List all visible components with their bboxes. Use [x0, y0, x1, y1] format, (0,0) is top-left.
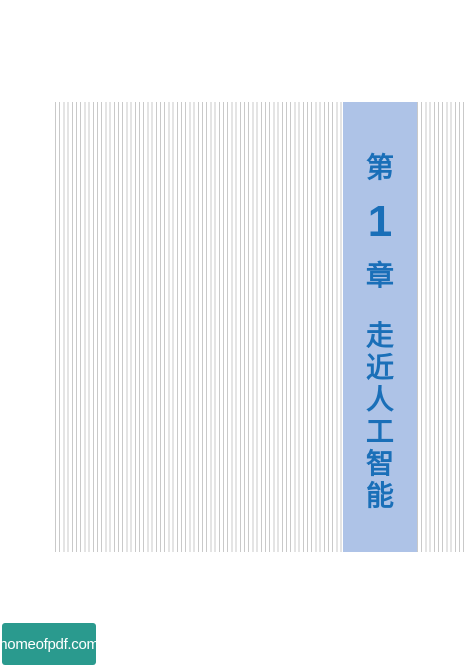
chapter-number: 1	[367, 197, 393, 246]
chapter-suffix: 章	[365, 259, 394, 292]
chapter-prefix: 第	[365, 151, 394, 184]
chapter-title-char: 智	[365, 447, 394, 480]
chapter-title-char: 人	[365, 383, 394, 416]
chapter-title-band: 第 1 章 走 近 人 工 智 能	[343, 102, 417, 552]
chapter-title-char: 能	[365, 479, 394, 512]
watermark-badge[interactable]: homeofpdf.com	[0, 623, 99, 665]
chapter-title-char: 走	[365, 319, 394, 352]
decorative-stripes-left	[55, 102, 342, 552]
chapter-title-char: 近	[365, 351, 394, 384]
decorative-stripes-right	[417, 102, 465, 552]
chapter-title-char: 工	[365, 415, 394, 448]
chapter-heading: 第 1 章 走 近 人 工 智 能	[343, 102, 417, 512]
